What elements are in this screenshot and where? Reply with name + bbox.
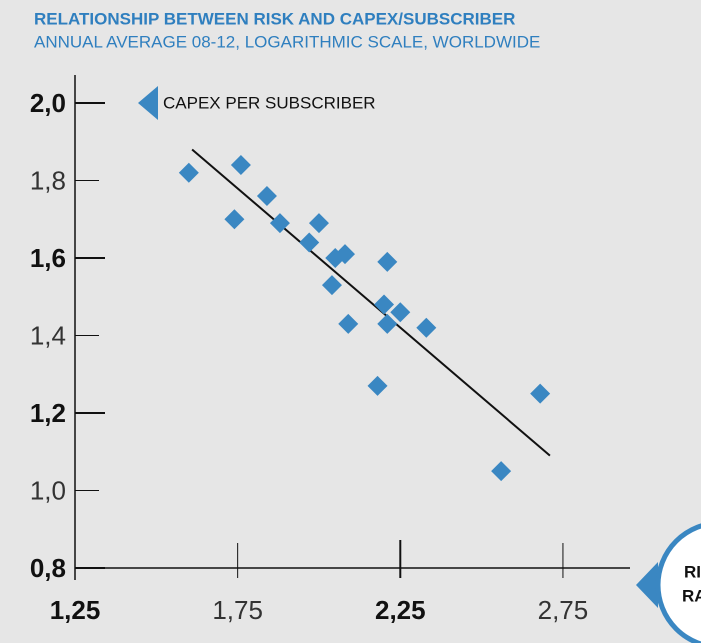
x-tick-label: 2,25 [375,595,426,625]
x-tick-label: 1,75 [212,595,263,625]
point [299,232,320,253]
y-axis-label: CAPEX PER SUBSCRIBER [163,93,376,112]
x-label-badge [655,523,701,643]
point [230,155,251,175]
point [256,186,277,206]
x-label-arrow [636,562,658,608]
point [374,294,395,315]
y-tick-label: 1,0 [30,475,66,505]
y-tick-label: 1,6 [30,243,66,273]
x-axis-label: RI [684,562,701,581]
y-tick-label: 1,2 [30,398,66,428]
y-tick-label: 0,8 [30,553,66,583]
point [338,313,359,334]
x-tick-label: 2,75 [538,595,589,625]
y-tick-label: 2,0 [30,88,66,118]
point [308,213,329,234]
y-tick-label: 1,8 [30,165,66,195]
point [377,251,398,272]
point [530,383,551,404]
point [377,313,398,334]
point [367,375,388,396]
chart-subtitle: ANNUAL AVERAGE 08-12, LOGARITHMIC SCALE,… [34,32,540,51]
point [224,209,245,230]
point [416,317,437,338]
point [321,275,342,296]
y-tick-label: 1,4 [30,320,66,350]
point [491,461,512,482]
point [334,244,355,265]
y-label-arrow [138,86,158,120]
point [269,213,290,234]
point [178,162,199,183]
point [390,302,411,323]
chart-title: RELATIONSHIP BETWEEN RISK AND CAPEX/SUBS… [34,9,515,28]
x-tick-label: 1,25 [50,595,101,625]
x-axis-label: RA [682,586,701,605]
trend-line [191,148,551,457]
